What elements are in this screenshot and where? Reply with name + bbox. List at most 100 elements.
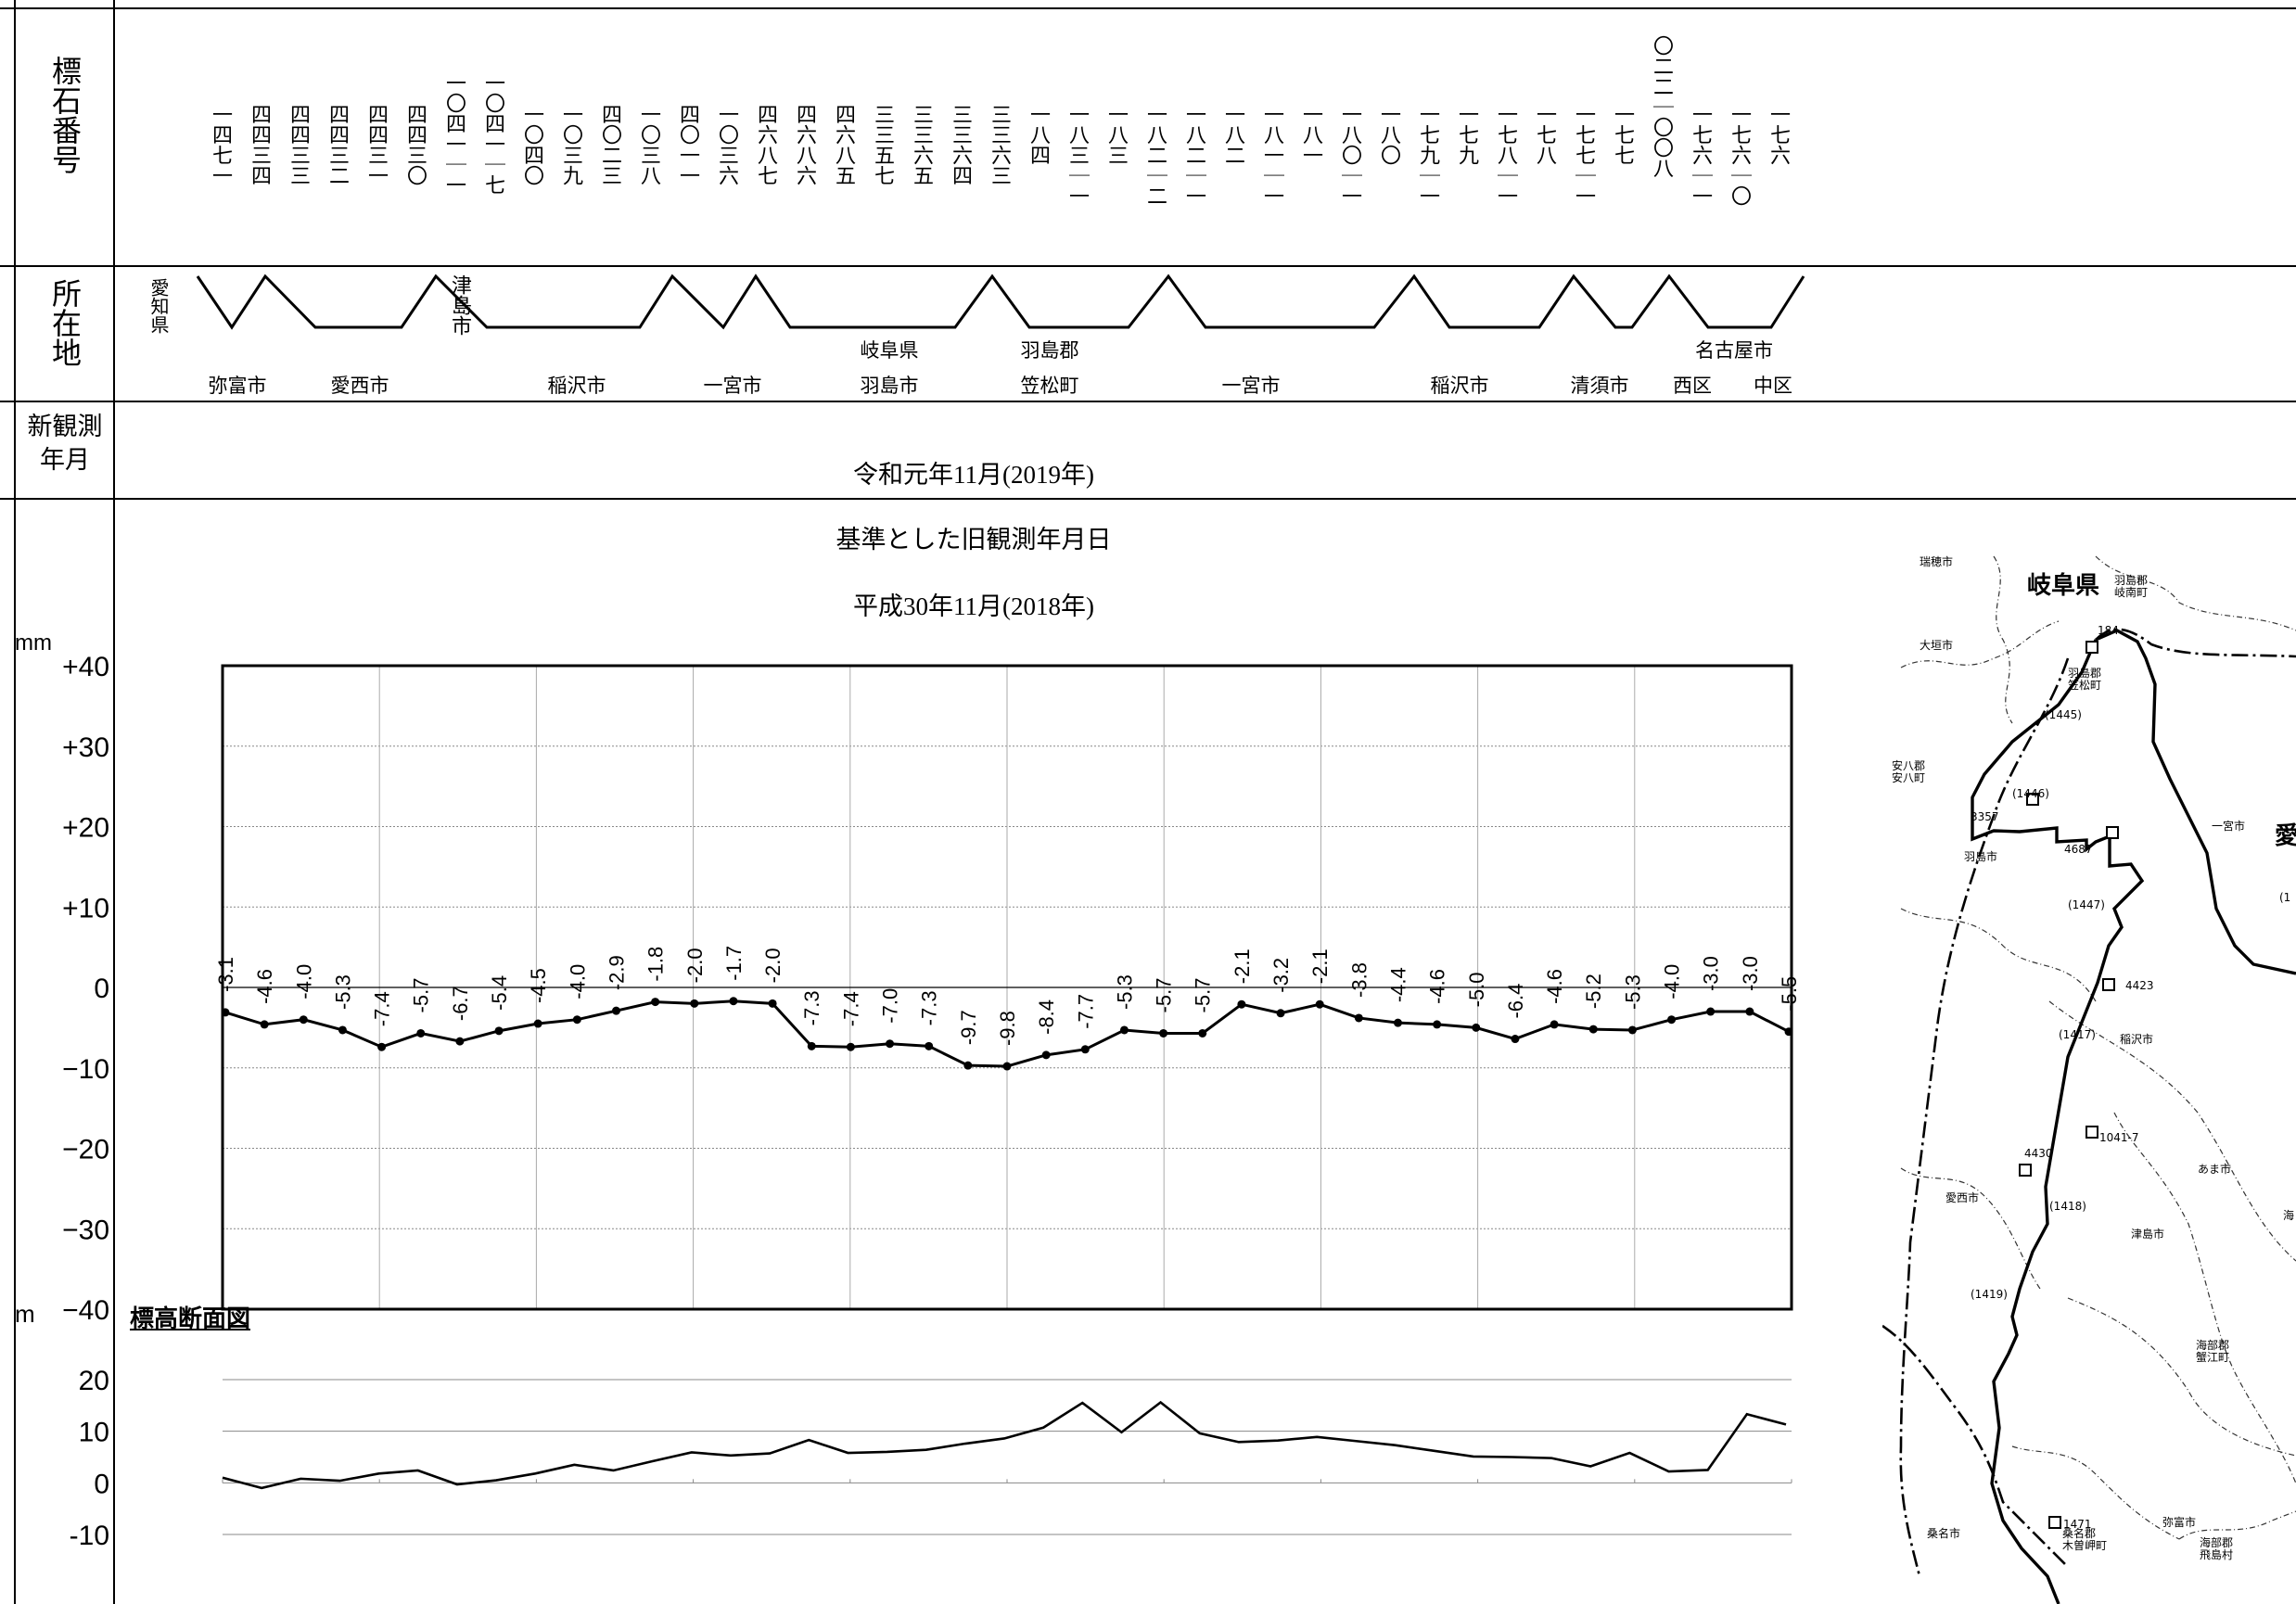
benchmark-number: 一七七｜一 [1572, 104, 1595, 206]
data-point [1745, 1007, 1754, 1016]
data-label: -4.0 [1661, 964, 1684, 999]
data-point [1511, 1035, 1520, 1044]
benchmark-number: 一八〇 [1377, 104, 1400, 165]
y-tick-label: −30 [62, 1215, 109, 1245]
benchmark-number: 〇二二｜〇〇八 [1650, 35, 1673, 178]
benchmark-number: 四〇一一 [676, 104, 699, 185]
data-label: -5.3 [1621, 974, 1644, 1010]
map-label: (1 [2279, 891, 2290, 904]
data-point [1550, 1020, 1559, 1029]
y-tick-label: +20 [62, 813, 109, 844]
map-label: 4687 [2064, 843, 2093, 856]
municipality-label: 一宮市 [703, 375, 762, 397]
map-label: 1041-7 [2099, 1131, 2139, 1144]
data-point [612, 1006, 620, 1015]
data-label: -9.8 [996, 1011, 1019, 1046]
municipality-label: 愛西市 [330, 375, 389, 397]
benchmark-number: 一四七一 [209, 104, 232, 185]
aichi-pref-label: 愛知県 [147, 278, 170, 334]
benchmark-number: 一〇三六 [715, 104, 738, 185]
data-point [963, 1061, 973, 1070]
benchmark-squares [2019, 641, 2119, 1529]
data-point [260, 1020, 269, 1029]
data-label: -8.4 [1035, 999, 1058, 1035]
benchmark-number: 一八二｜一 [1182, 104, 1205, 206]
data-label: -7.0 [879, 988, 902, 1024]
data-point [1354, 1013, 1363, 1023]
elevation-series-line [222, 1400, 1787, 1490]
municipality-label: 笠松町 [1020, 375, 1079, 397]
frame-top [0, 7, 2296, 9]
data-label: -2.0 [761, 948, 784, 983]
benchmark-number: 一〇四〇 [520, 104, 543, 185]
levelling-route [1971, 629, 2296, 1604]
data-point [455, 1037, 465, 1046]
benchmark-number: 三三六三 [988, 104, 1011, 185]
data-point [1667, 1015, 1677, 1025]
data-label: -5.7 [1153, 978, 1176, 1013]
data-point [807, 1041, 816, 1050]
map-label: 海部郡 [2196, 1338, 2229, 1352]
benchmark-number: 四四三一 [364, 104, 388, 185]
data-point [1119, 1025, 1129, 1035]
elev-y-tick-label: 0 [94, 1469, 109, 1499]
data-label: -5.5 [1778, 976, 1801, 1012]
map-label: (1447) [2068, 898, 2105, 911]
benchmark-number: 一〇四一｜一 [442, 72, 466, 195]
benchmark-number: 四六八五 [832, 104, 855, 185]
benchmark-number: 一八三 [1104, 104, 1128, 165]
frame-left [14, 0, 16, 1604]
data-point [1276, 1009, 1285, 1018]
municipality-label: 一宮市 [1221, 375, 1281, 397]
data-point [1706, 1007, 1716, 1016]
benchmark-number: 四四三四 [248, 104, 271, 185]
map-label: (1418) [2049, 1200, 2086, 1213]
map-label: 4423 [2125, 979, 2154, 992]
benchmark-number: 一八二｜二 [1143, 104, 1167, 206]
data-label: -9.7 [957, 1010, 980, 1045]
data-point [1784, 1027, 1793, 1037]
data-label: -7.4 [371, 991, 394, 1026]
map-municipal-boundaries [1900, 555, 2296, 1540]
data-label: -4.6 [1426, 969, 1449, 1004]
map-label: 一宮市 [2212, 819, 2245, 833]
map-label: 岐阜県 [2027, 572, 2099, 600]
data-label: -3.0 [1739, 956, 1762, 991]
data-point [729, 997, 738, 1006]
y-tick-label: +30 [62, 732, 109, 763]
municipality-label: 清須市 [1570, 375, 1629, 397]
new-observation-date: 令和元年11月(2019年) [853, 461, 1094, 489]
benchmark-number: 四四三二 [325, 104, 349, 185]
data-point [533, 1019, 542, 1028]
municipality-label: 稲沢市 [547, 375, 606, 397]
data-label: -1.8 [644, 947, 668, 982]
map-label: 184 [2098, 624, 2119, 637]
data-point [377, 1042, 387, 1051]
data-point [1159, 1028, 1168, 1038]
data-label: -5.0 [1465, 972, 1488, 1007]
observed-header: 新観測 年月 [27, 413, 103, 475]
data-point [768, 999, 777, 1008]
row-divider-2 [0, 401, 2296, 402]
map-label: 大垣市 [1920, 638, 1953, 652]
y-tick-label: 0 [94, 974, 109, 1004]
location-header: 所在地 [47, 278, 83, 367]
map-label: 桑名市 [1927, 1526, 1960, 1540]
data-point [1080, 1045, 1090, 1054]
data-label: -5.3 [331, 974, 354, 1010]
data-point [1041, 1050, 1051, 1060]
map-label: 3357 [1971, 810, 1999, 823]
map-label: 海 [2283, 1208, 2294, 1222]
y-tick-label: −10 [62, 1054, 109, 1085]
data-point [1433, 1020, 1442, 1029]
data-label: -5.2 [1582, 974, 1605, 1009]
data-point [690, 999, 699, 1008]
data-point [1472, 1023, 1481, 1032]
data-point [846, 1042, 855, 1051]
map-label: 海部郡 [2200, 1535, 2233, 1549]
data-label: -2.1 [1231, 948, 1254, 984]
data-point [1198, 1028, 1207, 1038]
